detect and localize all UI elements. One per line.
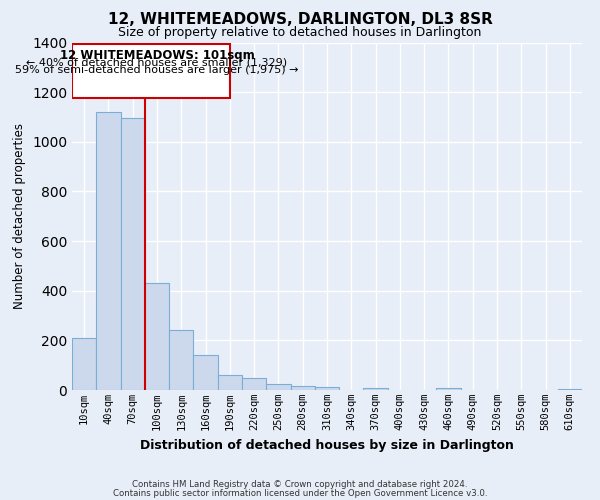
Text: ← 40% of detached houses are smaller (1,329): ← 40% of detached houses are smaller (1,…: [26, 58, 287, 68]
Text: 59% of semi-detached houses are larger (1,975) →: 59% of semi-detached houses are larger (…: [15, 66, 299, 76]
Text: Contains public sector information licensed under the Open Government Licence v3: Contains public sector information licen…: [113, 488, 487, 498]
Bar: [242, 378, 266, 390]
Bar: [266, 384, 290, 390]
Bar: [145, 284, 169, 390]
Bar: [218, 375, 242, 390]
Bar: [72, 44, 230, 98]
Bar: [290, 386, 315, 390]
Bar: [315, 386, 339, 390]
Bar: [558, 389, 582, 390]
Bar: [169, 330, 193, 390]
Text: Size of property relative to detached houses in Darlington: Size of property relative to detached ho…: [118, 26, 482, 39]
Bar: [72, 338, 96, 390]
Bar: [96, 112, 121, 390]
Bar: [193, 354, 218, 390]
Bar: [364, 388, 388, 390]
Text: 12 WHITEMEADOWS: 101sqm: 12 WHITEMEADOWS: 101sqm: [59, 48, 254, 62]
Text: 12, WHITEMEADOWS, DARLINGTON, DL3 8SR: 12, WHITEMEADOWS, DARLINGTON, DL3 8SR: [107, 12, 493, 28]
Bar: [121, 118, 145, 390]
Y-axis label: Number of detached properties: Number of detached properties: [13, 123, 26, 309]
X-axis label: Distribution of detached houses by size in Darlington: Distribution of detached houses by size …: [140, 438, 514, 452]
Bar: [436, 388, 461, 390]
Text: Contains HM Land Registry data © Crown copyright and database right 2024.: Contains HM Land Registry data © Crown c…: [132, 480, 468, 489]
